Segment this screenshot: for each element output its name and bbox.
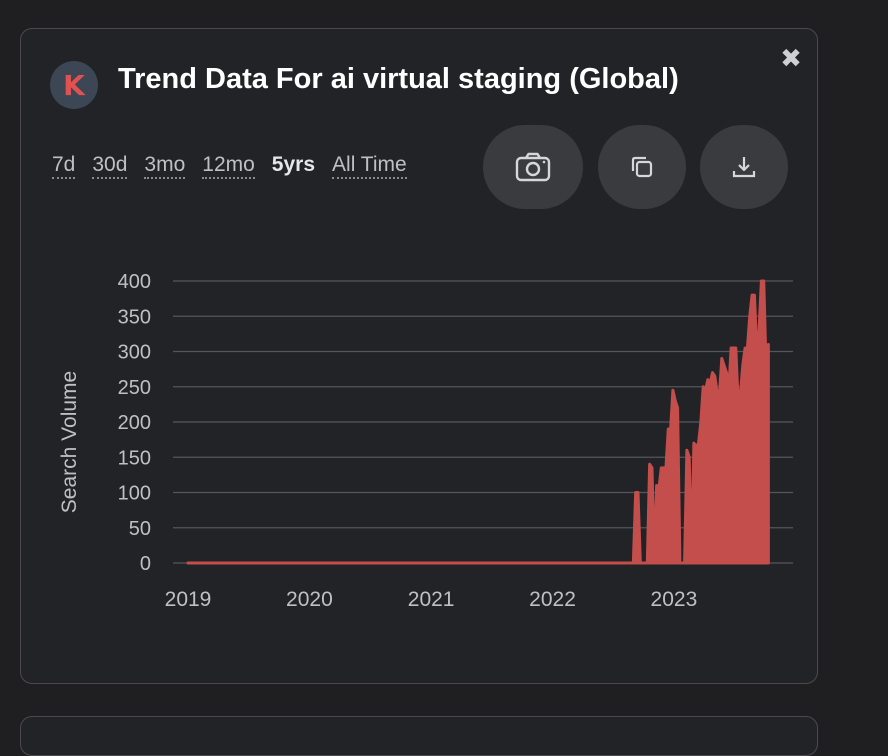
chart-svg: 0 50 100 150 200 250 300 350 400 Search Volume 201…: [58, 271, 793, 611]
camera-icon: [515, 152, 551, 182]
y-tick-label: 200: [118, 412, 151, 434]
y-tick-label: 250: [118, 377, 151, 399]
logo-letter: K: [63, 68, 85, 102]
range-3mo[interactable]: 3mo: [144, 153, 186, 179]
logo-icon: K: [50, 61, 98, 109]
y-tick-label: 400: [118, 271, 151, 293]
series-area: [186, 279, 770, 565]
y-tick-label: 150: [118, 447, 151, 469]
y-tick-label: 350: [118, 306, 151, 328]
x-tick-label: 2021: [408, 588, 455, 611]
copy-icon: [631, 156, 653, 178]
range-selector: 7d 30d 3mo 12mo 5yrs All Time: [52, 153, 424, 179]
download-icon: [732, 157, 756, 178]
range-12mo[interactable]: 12mo: [202, 153, 255, 179]
y-tick-label: 100: [118, 483, 151, 505]
close-icon[interactable]: ✖: [780, 43, 802, 73]
range-5yrs[interactable]: 5yrs: [271, 153, 316, 176]
trend-card: K Trend Data For ai virtual staging (Glo…: [20, 28, 818, 684]
x-tick-label: 2022: [529, 588, 576, 611]
y-tick-label: 50: [129, 518, 151, 540]
page-title: Trend Data For ai virtual staging (Globa…: [118, 63, 679, 95]
x-tick-label: 2023: [651, 588, 698, 611]
copy-button[interactable]: [598, 125, 686, 209]
download-button[interactable]: [700, 125, 788, 209]
range-all-time[interactable]: All Time: [332, 153, 407, 179]
range-7d[interactable]: 7d: [52, 153, 76, 179]
x-tick-label: 2019: [165, 588, 212, 611]
y-tick-label: 0: [140, 553, 151, 575]
trend-chart: 0 50 100 150 200 250 300 350 400 Search Volume 201…: [21, 29, 819, 685]
next-card: [20, 716, 818, 756]
x-tick-label: 2020: [286, 588, 333, 611]
y-tick-label: 300: [118, 342, 151, 364]
y-axis-label: Search Volume: [58, 371, 81, 513]
screenshot-button[interactable]: [483, 125, 583, 209]
range-30d[interactable]: 30d: [92, 153, 128, 179]
